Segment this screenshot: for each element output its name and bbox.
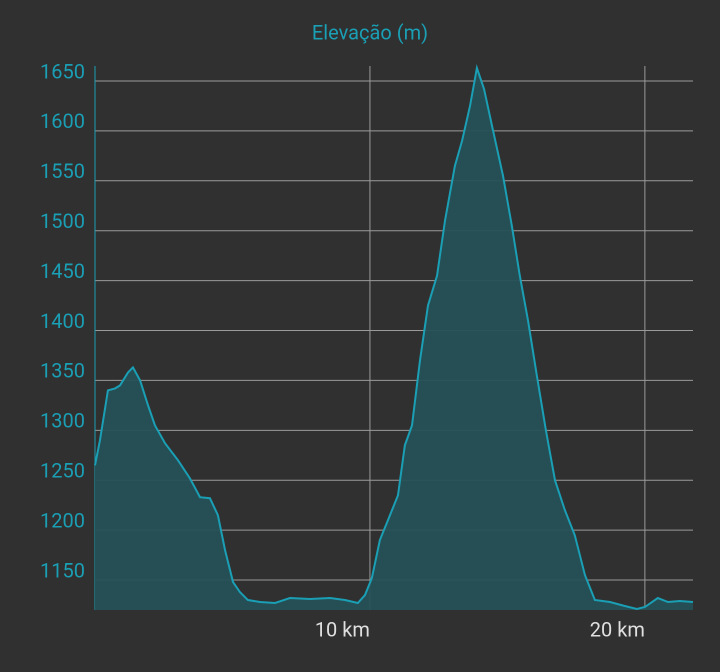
plot <box>94 64 694 611</box>
y-tick-label: 1650 <box>40 59 85 83</box>
y-tick-label: 1550 <box>40 159 85 183</box>
grid <box>94 66 693 610</box>
y-tick-label: 1200 <box>40 508 85 532</box>
x-tick-label: 10 km <box>315 617 370 641</box>
y-tick-label: 1150 <box>40 558 85 582</box>
y-tick-label: 1350 <box>40 359 85 383</box>
line <box>94 64 694 611</box>
y-tick-label: 1450 <box>40 259 85 283</box>
area <box>95 68 693 610</box>
y-tick-label: 1600 <box>40 109 85 133</box>
y-tick-label: 1400 <box>40 309 85 333</box>
labels: 1150 1200 1250 1300 1350 1400 1450 1500 1550 1600… <box>40 59 645 641</box>
y-tick-label: 1250 <box>40 459 85 483</box>
x-tick-label: 20 km <box>590 617 645 641</box>
y-tick-label: 1500 <box>40 209 85 233</box>
y-tick-label: 1300 <box>40 409 85 433</box>
chart-title: Elevação (m) <box>312 20 428 44</box>
